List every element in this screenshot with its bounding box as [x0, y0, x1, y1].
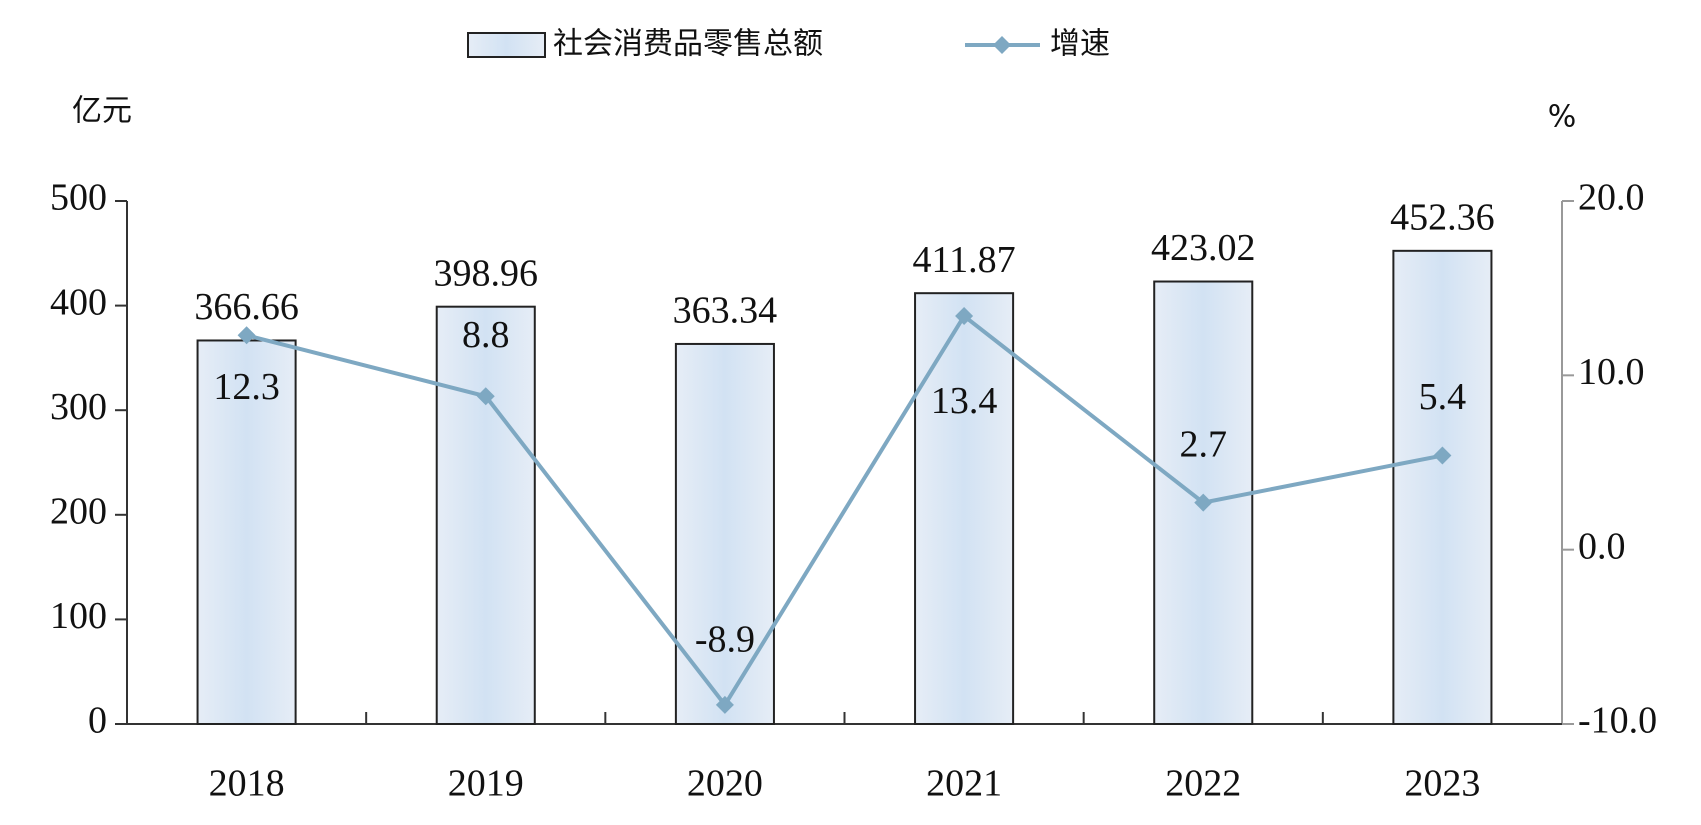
legend-marker: [993, 36, 1011, 54]
line-marker: [715, 695, 734, 714]
y-tick-label: 300: [50, 386, 107, 428]
bar: [674, 342, 775, 725]
bar: [914, 292, 1015, 725]
x-tick-label: 2019: [448, 763, 524, 805]
y2-tick-label: 20.0: [1578, 177, 1645, 219]
line-value-label: -8.9: [695, 619, 755, 661]
y-tick-label: 100: [50, 595, 107, 637]
x-tick-label: 2021: [926, 763, 1002, 805]
bar-value-label: 366.66: [194, 286, 299, 328]
line-value-label: 2.7: [1180, 423, 1228, 465]
bar: [435, 305, 536, 725]
bar-value-label: 452.36: [1390, 197, 1495, 239]
y2-tick-label: -10.0: [1578, 700, 1657, 742]
line-value-label: 5.4: [1419, 376, 1467, 418]
x-tick-label: 2023: [1404, 763, 1480, 805]
line-marker: [476, 387, 495, 406]
growth-line: [246, 313, 1443, 709]
line-marker: [1433, 446, 1452, 465]
y2-axis-unit: %: [1548, 100, 1577, 135]
legend-label: 社会消费品零售总额: [553, 27, 823, 62]
y2-tick-label: 0.0: [1578, 525, 1626, 567]
y-axis-unit: 亿元: [72, 94, 132, 129]
bar-value-label: 398.96: [434, 252, 539, 294]
line-value-label: 12.3: [213, 366, 280, 408]
line-marker: [237, 326, 256, 345]
y-tick-label: 0: [88, 700, 107, 742]
legend-label: 增速: [1050, 27, 1110, 62]
y-tick-label: 400: [50, 281, 107, 323]
line-value-label: 8.8: [462, 314, 510, 356]
x-tick-label: 2018: [209, 763, 285, 805]
x-tick-label: 2022: [1165, 763, 1241, 805]
bar-value-label: 423.02: [1151, 227, 1256, 269]
y2-tick-label: 10.0: [1578, 351, 1645, 393]
line-marker: [1194, 493, 1213, 512]
bar: [1392, 249, 1493, 725]
bar-value-label: 363.34: [673, 290, 778, 332]
bar-value-label: 411.87: [913, 239, 1016, 281]
line-marker: [955, 307, 974, 326]
x-tick-label: 2020: [687, 763, 763, 805]
y-tick-label: 200: [50, 491, 107, 533]
y-tick-label: 500: [50, 177, 107, 219]
legend-swatch: [467, 32, 546, 58]
line-value-label: 13.4: [931, 380, 998, 422]
